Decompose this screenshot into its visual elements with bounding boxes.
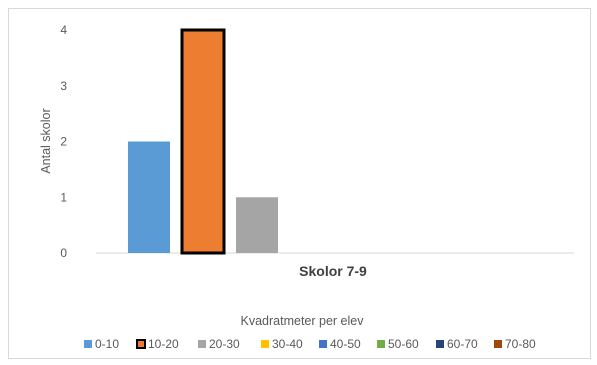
legend-label: 60-70 <box>447 337 478 351</box>
legend-swatch <box>377 340 385 348</box>
chart-frame <box>8 8 591 359</box>
y-axis-title: Antal skolor <box>39 108 53 173</box>
legend-item-10-20: 10-20 <box>136 337 179 351</box>
y-axis-ticks: 0 1 2 3 4 <box>60 23 67 260</box>
legend-item-0-10: 0-10 <box>84 337 119 351</box>
legend-label: 20-30 <box>209 337 240 351</box>
legend-item-20-30: 20-30 <box>198 337 240 351</box>
y-tick-label: 2 <box>60 135 67 149</box>
y-tick-label: 3 <box>60 79 67 93</box>
y-tick-label: 4 <box>60 23 67 37</box>
legend-label: 40-50 <box>330 337 361 351</box>
legend-label: 50-60 <box>388 337 419 351</box>
legend-label: 70-80 <box>505 337 536 351</box>
legend-swatch <box>436 340 444 348</box>
legend-swatch <box>319 340 327 348</box>
bar-20-30 <box>236 197 278 253</box>
legend-swatch <box>198 340 206 348</box>
legend-swatch <box>261 340 269 348</box>
bar-10-20 <box>180 28 226 255</box>
legend-swatch <box>136 339 146 349</box>
legend-item-30-40: 30-40 <box>261 337 303 351</box>
legend: 0-10 10-20 20-30 30-40 40-50 50-60 60-70 70-80 <box>84 337 536 351</box>
legend-label: 30-40 <box>272 337 303 351</box>
legend-item-70-80: 70-80 <box>494 337 536 351</box>
legend-item-60-70: 60-70 <box>436 337 478 351</box>
legend-swatch <box>494 340 502 348</box>
legend-item-50-60: 50-60 <box>377 337 419 351</box>
bars <box>128 28 278 255</box>
legend-label: 0-10 <box>95 337 119 351</box>
y-tick-label: 1 <box>60 190 67 204</box>
category-label: Skolor 7-9 <box>299 263 367 279</box>
bar-0-10 <box>128 141 170 253</box>
x-axis-title: Kvadratmeter per elev <box>241 314 365 328</box>
legend-item-40-50: 40-50 <box>319 337 361 351</box>
y-tick-label: 0 <box>60 246 67 260</box>
legend-label: 10-20 <box>148 337 179 351</box>
legend-swatch <box>84 340 92 348</box>
